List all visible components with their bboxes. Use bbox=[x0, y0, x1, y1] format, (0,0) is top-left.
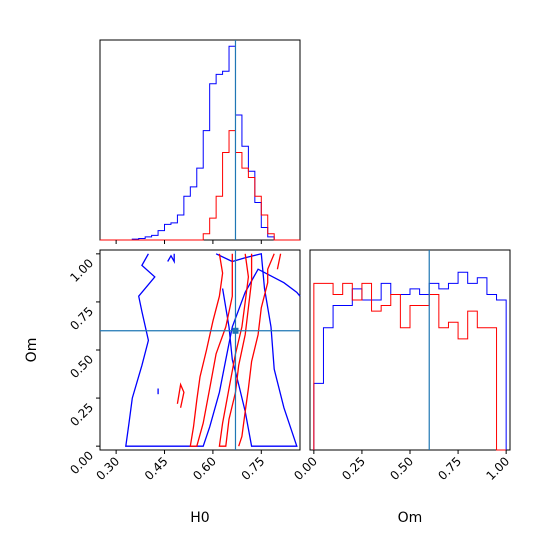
joint-contour-blue bbox=[215, 252, 298, 447]
joint-ytick-label: 1.00 bbox=[67, 256, 96, 285]
joint-xtick-label: 0.60 bbox=[190, 454, 219, 483]
om-xtick-label: 0.25 bbox=[339, 454, 368, 483]
joint-contour-red bbox=[176, 382, 185, 408]
om-histogram-panel: 0.00 0.25 0.50 0.75 1.00 Om bbox=[291, 249, 512, 526]
om-histogram-red-step bbox=[313, 282, 507, 451]
joint-contour-blue bbox=[167, 253, 175, 264]
om-histogram-frame bbox=[309, 249, 511, 451]
h0-histogram-panel bbox=[99, 39, 301, 244]
joint-xtick-label: 0.30 bbox=[93, 454, 122, 483]
joint-ytick-label: 0.50 bbox=[67, 352, 96, 381]
h0-histogram-blue-step bbox=[100, 45, 300, 241]
joint-ytick-label: 0.00 bbox=[67, 448, 96, 477]
joint-contour-red bbox=[238, 253, 275, 447]
joint-contour-blue bbox=[125, 253, 301, 447]
joint-contour-red bbox=[276, 253, 282, 270]
om-histogram-blue-step bbox=[313, 271, 507, 450]
joint-contour-red bbox=[189, 253, 233, 447]
joint-ytick-label: 0.75 bbox=[67, 304, 96, 333]
joint-xtick-label: 0.75 bbox=[239, 454, 268, 483]
y-axis-label-om: Om bbox=[24, 338, 40, 363]
joint-ytick-label: 0.25 bbox=[67, 400, 96, 429]
om-xtick-label: 0.50 bbox=[387, 454, 416, 483]
om-xtick-label: 1.00 bbox=[483, 454, 512, 483]
om-xtick-label: 0.00 bbox=[291, 454, 320, 483]
joint-contour-panel: 0.30 0.45 0.60 0.75 0.00 0.25 0.50 0.75 1.00 H0… bbox=[24, 249, 301, 526]
joint-xtick-label: 0.45 bbox=[142, 454, 171, 483]
x-axis-label-om: Om bbox=[398, 510, 423, 526]
joint-truth-marker bbox=[232, 327, 239, 334]
h0-histogram-red-step bbox=[100, 130, 300, 241]
x-axis-label-h0: H0 bbox=[190, 510, 209, 526]
om-xtick-label: 0.75 bbox=[435, 454, 464, 483]
h0-histogram-frame bbox=[99, 39, 301, 241]
joint-contour-red bbox=[218, 253, 253, 447]
